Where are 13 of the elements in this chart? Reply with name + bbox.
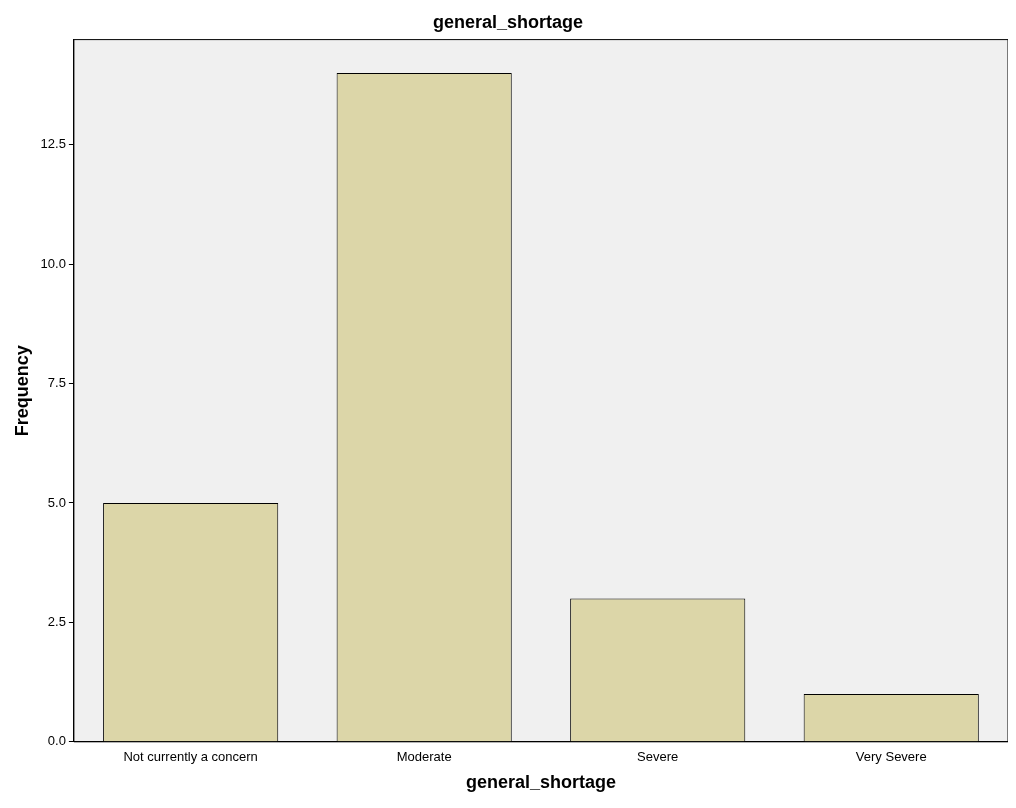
y-tick-label: 0.0 (47, 733, 66, 749)
chart-title: general_shortage (432, 11, 584, 32)
x-tick-label: Very Severe (855, 749, 927, 765)
x-axis-title: general_shortage (465, 772, 616, 793)
y-tick-label: 7.5 (47, 375, 66, 391)
x-tick-label: Severe (637, 749, 679, 765)
x-tick-label: Not currently a concern (123, 749, 258, 765)
y-tick-label: 10.0 (40, 255, 66, 271)
x-tick-label: Moderate (396, 749, 452, 765)
y-axis-title: Frequency (11, 345, 32, 437)
y-tick-label: 5.0 (47, 494, 66, 510)
y-tick-label: 12.5 (40, 136, 66, 152)
y-tick-label: 2.5 (47, 613, 66, 629)
